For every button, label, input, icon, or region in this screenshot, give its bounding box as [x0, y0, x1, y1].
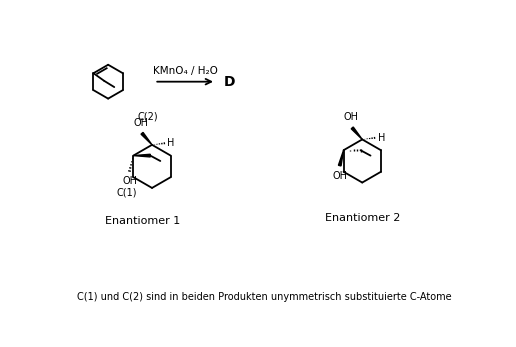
Text: Enantiomer 1: Enantiomer 1 [105, 217, 181, 227]
Text: OH: OH [134, 118, 149, 128]
Polygon shape [351, 127, 362, 139]
Text: OH: OH [122, 176, 137, 186]
Text: H: H [167, 138, 175, 148]
Text: C(1) und C(2) sind in beiden Produkten unymmetrisch substituierte C-Atome: C(1) und C(2) sind in beiden Produkten u… [77, 291, 452, 302]
Text: C(1): C(1) [117, 188, 137, 198]
Text: OH: OH [332, 171, 347, 181]
Polygon shape [133, 154, 150, 157]
Text: D: D [223, 75, 235, 89]
Polygon shape [141, 133, 152, 145]
Text: Enantiomer 2: Enantiomer 2 [325, 213, 400, 223]
Text: H: H [378, 133, 385, 143]
Text: C(2): C(2) [138, 112, 158, 122]
Text: KMnO₄ / H₂O: KMnO₄ / H₂O [153, 66, 218, 76]
Text: OH: OH [344, 112, 359, 122]
Polygon shape [338, 150, 344, 166]
